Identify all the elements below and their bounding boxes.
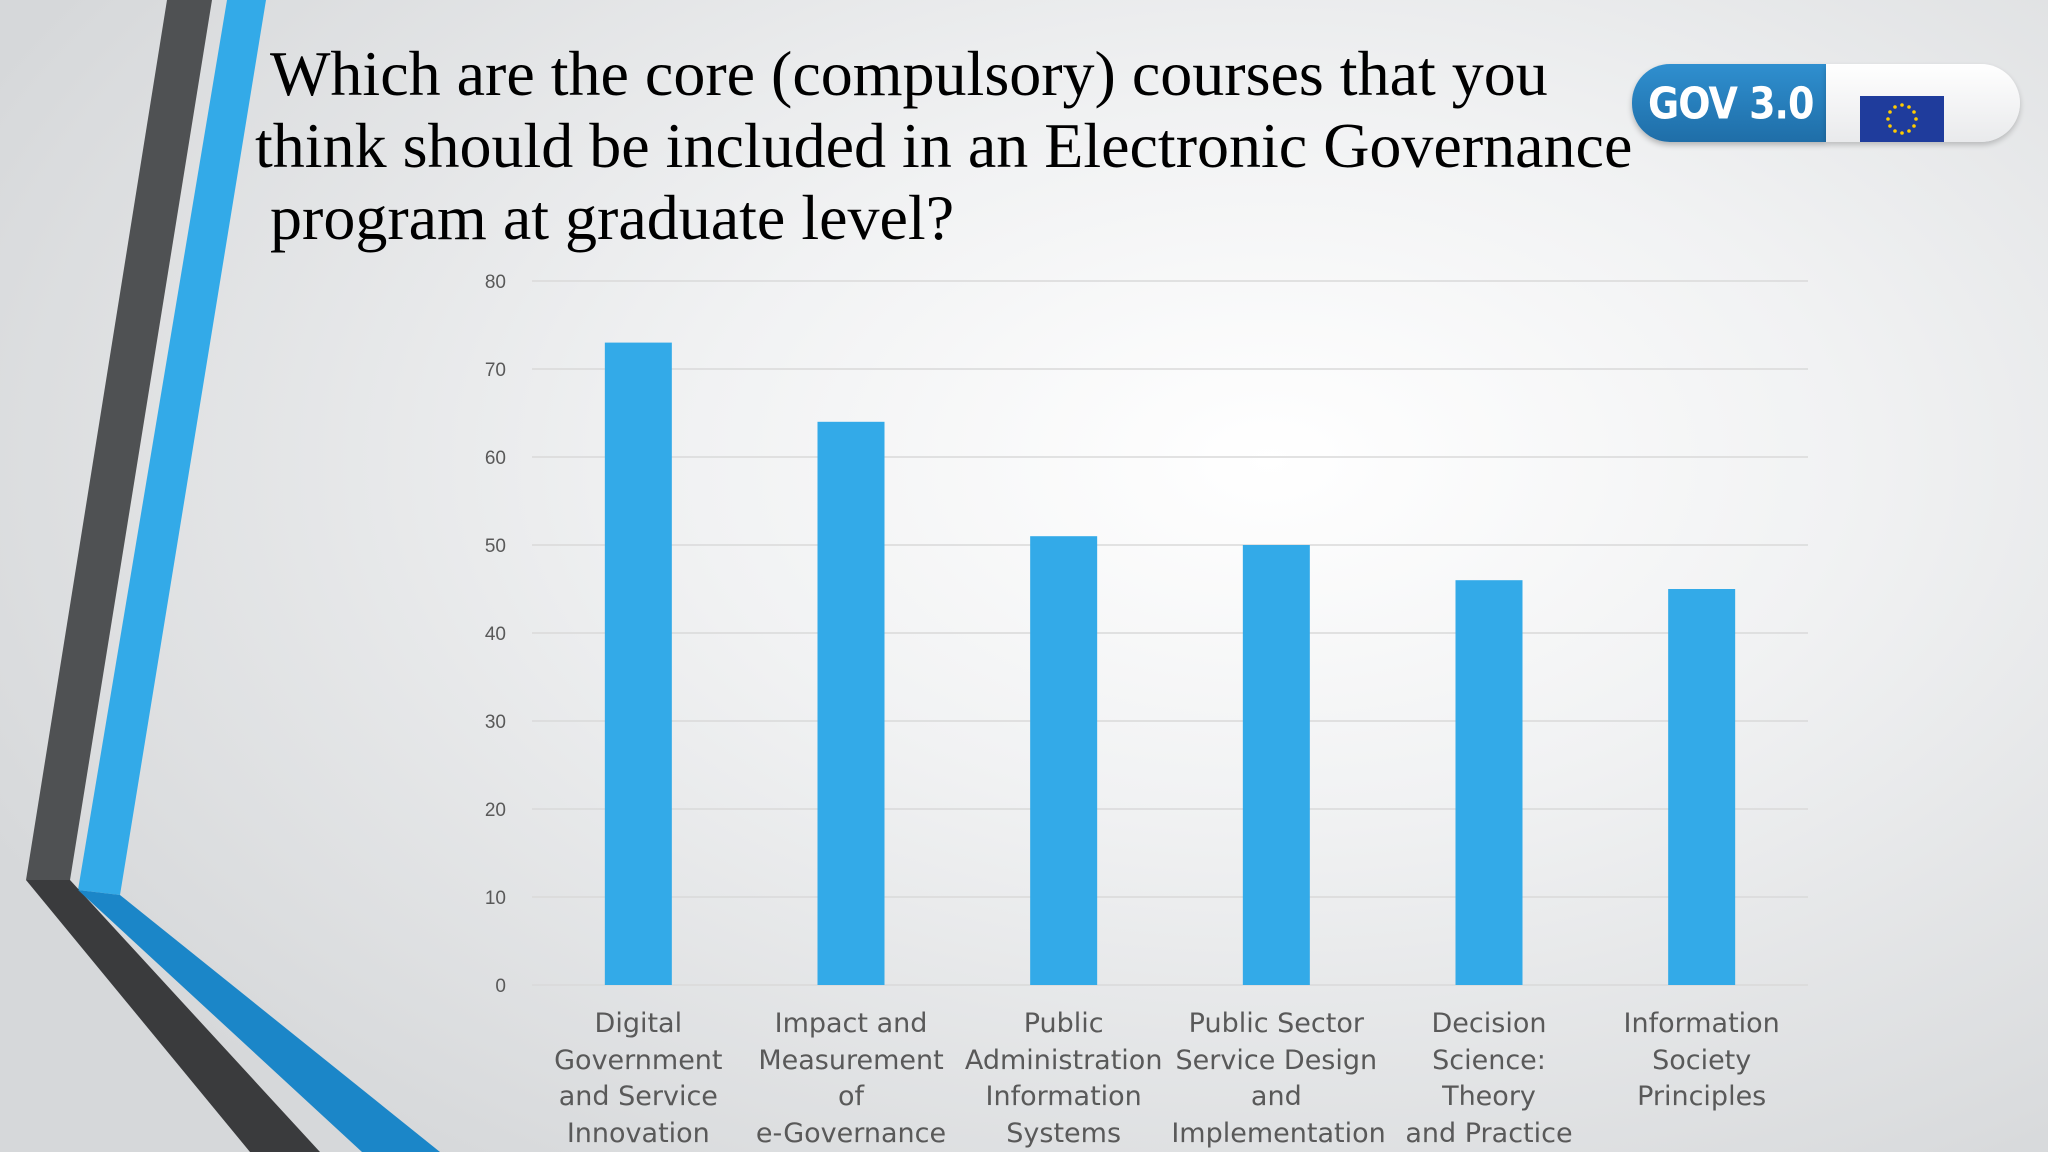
slide-title: Which are the core (compulsory) courses …	[255, 38, 1695, 254]
y-tick-label: 20	[485, 800, 506, 821]
title-line-1: Which are the core (compulsory) courses …	[270, 38, 1548, 109]
y-axis-ticks: 0 10 20 30 40 50 60 70 80	[485, 272, 506, 997]
blue-stripe-diagonal	[78, 890, 440, 1152]
bar	[1030, 536, 1098, 985]
bar	[817, 421, 885, 985]
bar	[604, 342, 672, 986]
blue-stripe-vertical	[78, 0, 266, 895]
y-tick-label: 30	[485, 712, 506, 733]
bars	[604, 342, 1736, 986]
x-tick-label: Impact and Measurement of e-Governance	[755, 1008, 947, 1149]
x-tick-label: Information Society Principles	[1623, 1008, 1780, 1112]
gov30-logo: GOV 3.0	[1632, 62, 2020, 148]
dark-stripe-vertical	[26, 0, 212, 880]
y-tick-label: 50	[485, 536, 506, 557]
y-tick-label: 10	[485, 888, 506, 909]
title-line-3: program at graduate level?	[270, 182, 955, 253]
x-tick-label: Public Sector Service Design and Impleme…	[1171, 1008, 1386, 1149]
bar	[1242, 545, 1310, 985]
logo-text: GOV 3.0	[1648, 78, 1814, 129]
y-tick-label: 40	[485, 624, 506, 645]
y-tick-label: 70	[485, 360, 506, 381]
eu-flag-icon	[1860, 96, 1944, 142]
y-tick-label: 0	[495, 976, 506, 997]
x-tick-label: Digital Government and Service Innovatio…	[554, 1008, 723, 1149]
y-tick-label: 80	[485, 272, 506, 293]
x-tick-label: Public Administration Information System…	[964, 1008, 1163, 1149]
bar	[1668, 589, 1736, 985]
y-tick-label: 60	[485, 448, 506, 469]
bar	[1455, 580, 1523, 985]
logo-blue-part: GOV 3.0	[1632, 64, 1826, 142]
title-line-2: think should be included in an Electroni…	[255, 110, 1633, 181]
dark-stripe-diagonal	[26, 880, 320, 1152]
x-tick-label: Decision Science: Theory and Practice	[1405, 1008, 1573, 1149]
gridlines	[532, 280, 1808, 986]
